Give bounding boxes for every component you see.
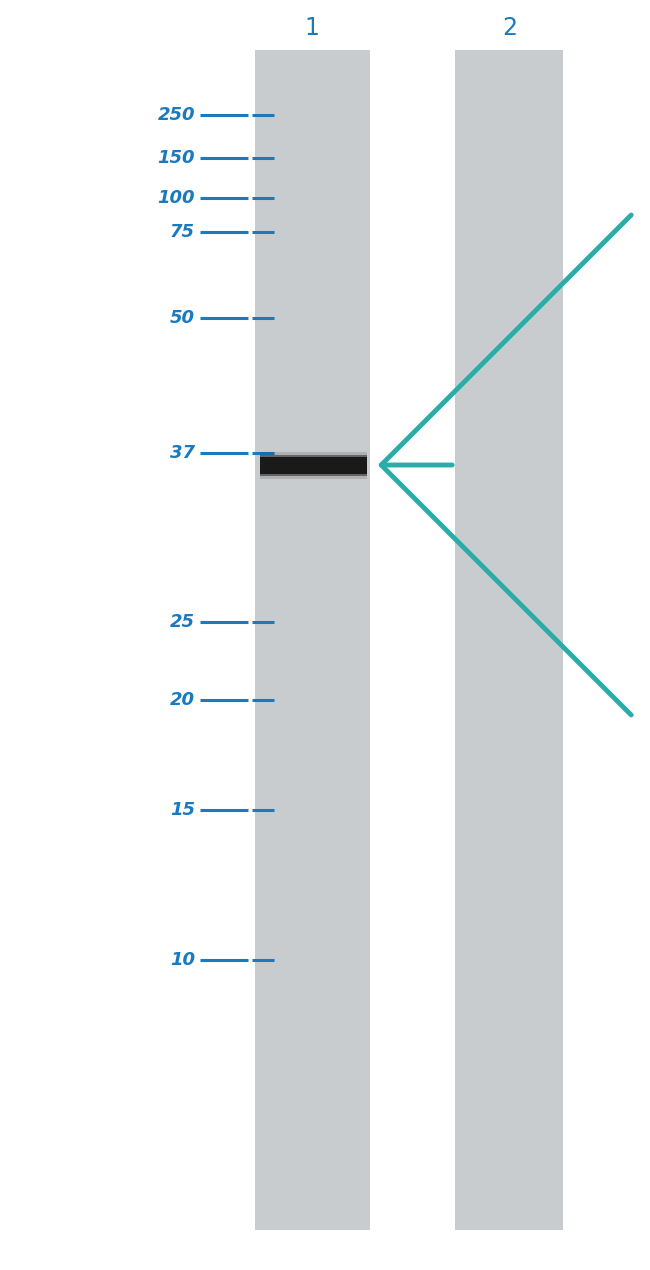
Text: 250: 250	[157, 105, 195, 124]
Text: 50: 50	[170, 309, 195, 326]
Text: 100: 100	[157, 189, 195, 207]
Text: 15: 15	[170, 801, 195, 819]
Bar	[260, 457, 367, 474]
Bar	[260, 455, 367, 474]
Bar	[455, 50, 563, 1231]
Text: 25: 25	[170, 613, 195, 631]
Bar	[255, 50, 370, 1231]
Bar	[260, 458, 367, 479]
Bar	[260, 457, 367, 476]
Bar	[260, 452, 367, 472]
Text: 37: 37	[170, 444, 195, 462]
Text: 1: 1	[305, 17, 319, 39]
Text: 2: 2	[502, 17, 517, 39]
Text: 20: 20	[170, 691, 195, 709]
Text: 10: 10	[170, 951, 195, 969]
Text: 150: 150	[157, 149, 195, 166]
Text: 75: 75	[170, 224, 195, 241]
